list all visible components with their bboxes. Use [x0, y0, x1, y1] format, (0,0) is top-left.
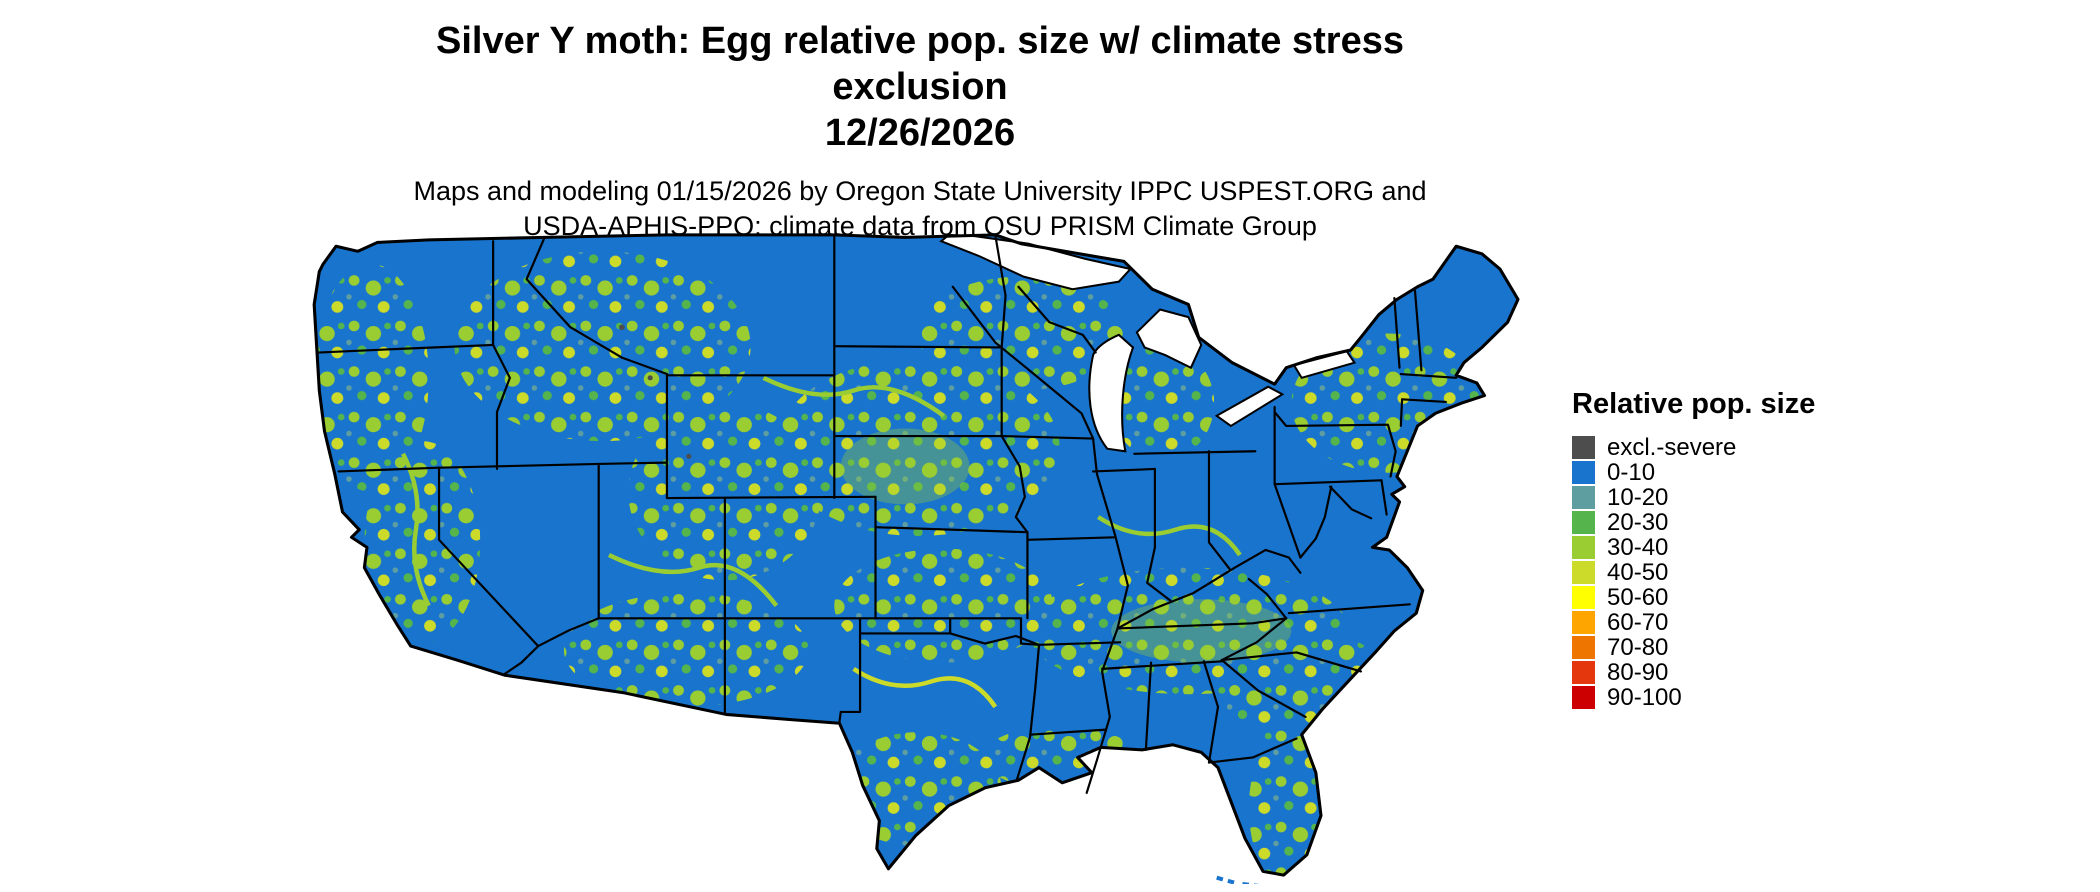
us-outline [312, 233, 1520, 884]
map-title-date: 12/26/2026 [824, 112, 1016, 154]
legend-label: excl.-severe [1607, 433, 1737, 461]
map-title-line1: Silver Y moth: Egg relative pop. size w/… [436, 20, 1404, 108]
legend-label: 30-40 [1607, 533, 1669, 561]
legend-swatch [1572, 511, 1595, 534]
legend-swatch [1572, 561, 1595, 584]
legend-row: excl.-severe [1572, 433, 1902, 461]
legend-label: 10-20 [1607, 483, 1669, 511]
legend-row: 50-60 [1572, 583, 1902, 611]
map-subtitle: Maps and modeling 01/15/2026 by Oregon S… [360, 174, 1480, 244]
legend-row: 80-90 [1572, 658, 1902, 686]
legend-label: 50-60 [1607, 583, 1669, 611]
legend-row: 10-20 [1572, 483, 1902, 511]
florida-keys [1216, 875, 1260, 884]
legend-row: 0-10 [1572, 458, 1902, 486]
legend-entries: excl.-severe 0-10 10-20 20-30 30-40 40-50 50-6… [1572, 433, 1902, 711]
legend-swatch [1572, 611, 1595, 634]
us-map [300, 226, 1536, 884]
lake-michigan [1088, 333, 1135, 453]
legend-swatch [1572, 461, 1595, 484]
legend-label: 20-30 [1607, 508, 1669, 536]
legend-row: 60-70 [1572, 608, 1902, 636]
map-subtitle-line1: Maps and modeling 01/15/2026 by Oregon S… [413, 176, 1427, 206]
legend-label: 40-50 [1607, 558, 1669, 586]
legend-row: 70-80 [1572, 633, 1902, 661]
legend-label: 90-100 [1607, 683, 1682, 711]
map-header: Silver Y moth: Egg relative pop. size w/… [360, 18, 1480, 244]
legend-label: 70-80 [1607, 633, 1669, 661]
legend-swatch [1572, 436, 1595, 459]
legend-swatch [1572, 486, 1595, 509]
state-borders [316, 233, 1458, 794]
map-speckles [314, 251, 1485, 876]
legend-label: 0-10 [1607, 458, 1656, 486]
lake-erie [1214, 385, 1285, 428]
legend-swatch [1572, 661, 1595, 684]
legend-row: 40-50 [1572, 558, 1902, 586]
legend-swatch [1572, 586, 1595, 609]
legend-swatch [1572, 686, 1595, 709]
legend-label: 80-90 [1607, 658, 1669, 686]
legend: Relative pop. size excl.-severe 0-10 10-20… [1572, 388, 1902, 711]
great-lakes [939, 233, 1357, 453]
legend-swatch [1572, 536, 1595, 559]
legend-row: 30-40 [1572, 533, 1902, 561]
legend-swatch [1572, 636, 1595, 659]
legend-label: 60-70 [1607, 608, 1669, 636]
lake-huron [1135, 308, 1203, 370]
legend-row: 20-30 [1572, 508, 1902, 536]
legend-title: Relative pop. size [1572, 388, 1816, 420]
legend-row: 90-100 [1572, 683, 1902, 711]
us-map-svg [312, 233, 1520, 884]
